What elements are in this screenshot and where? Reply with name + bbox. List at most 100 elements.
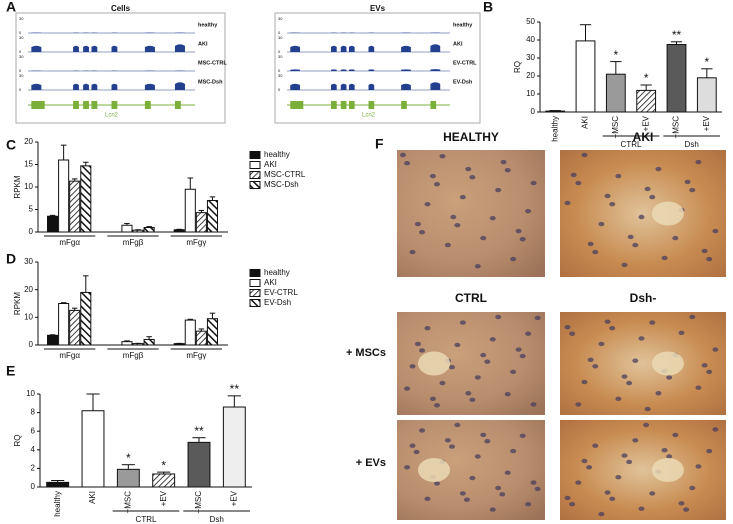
nucleus — [712, 228, 719, 234]
lumen — [651, 201, 684, 226]
nucleus — [564, 495, 571, 501]
gene-exon — [430, 101, 437, 109]
error-bar — [209, 196, 216, 201]
track-peak — [340, 83, 347, 90]
x-tick-label: +EV — [702, 115, 711, 131]
nucleus — [644, 186, 651, 192]
nucleus — [689, 187, 696, 193]
nucleus — [701, 248, 708, 254]
gene-exon — [31, 101, 45, 109]
nucleus — [413, 449, 420, 455]
error-bar — [49, 334, 56, 336]
nucleus — [609, 201, 616, 207]
bar — [666, 44, 687, 113]
x-tick-label: healthy — [53, 491, 62, 517]
nucleus — [581, 458, 588, 464]
nucleus — [649, 320, 656, 325]
nucleus — [587, 241, 594, 247]
nucleus — [638, 506, 645, 511]
lumen — [651, 351, 684, 376]
nucleus — [638, 336, 645, 341]
bar — [58, 303, 70, 346]
gene-exon — [91, 101, 98, 109]
nucleus — [469, 175, 476, 180]
track-label: MSC-CTRL — [198, 60, 227, 66]
nucleus — [424, 201, 431, 207]
nucleus — [632, 358, 639, 363]
nucleus — [609, 325, 616, 331]
nucleus — [689, 485, 696, 491]
nucleus — [495, 314, 502, 320]
nucleus — [515, 228, 522, 234]
gene-exon — [331, 101, 337, 109]
nucleus — [504, 391, 511, 397]
nucleus — [469, 397, 476, 402]
nucleus — [404, 386, 411, 391]
nucleus — [655, 391, 662, 396]
nucleus — [519, 433, 526, 438]
error-bar — [86, 393, 100, 411]
micrograph — [560, 150, 726, 277]
track-scale: 30 — [278, 16, 283, 21]
gene-exon — [174, 101, 181, 109]
error-bar — [157, 471, 171, 474]
track-peak — [174, 82, 185, 90]
nucleus — [409, 364, 416, 369]
error-bar — [579, 24, 592, 41]
legend-label: EV-CTRL — [264, 288, 298, 297]
gene-exon — [73, 101, 79, 109]
nucleus — [448, 444, 455, 449]
nucleus — [400, 152, 406, 158]
nucleus — [609, 496, 616, 501]
nucleus — [448, 365, 455, 370]
bar — [81, 410, 105, 488]
nucleus — [454, 342, 461, 348]
nucleus — [459, 491, 466, 496]
bar — [195, 330, 207, 346]
track-scale: 0 — [278, 49, 281, 54]
track-label: MSC-Dsh — [198, 79, 223, 85]
y-tick-label: 8 — [31, 408, 36, 417]
nucleus — [480, 432, 487, 438]
bar — [80, 165, 92, 233]
nucleus — [404, 465, 411, 470]
bar — [222, 406, 246, 488]
nucleus — [587, 357, 594, 362]
nucleus — [450, 214, 457, 220]
bar — [195, 212, 207, 233]
bar — [47, 215, 59, 233]
x-tick-label: healthy — [550, 116, 559, 142]
y-tick-label: 20 — [24, 137, 33, 146]
error-bar — [49, 214, 56, 217]
nucleus — [649, 491, 656, 496]
track-peak — [290, 45, 301, 52]
y-tick-label: 0 — [29, 340, 34, 349]
error-bar — [83, 275, 89, 293]
track-peak — [348, 45, 355, 52]
nucleus — [672, 235, 679, 241]
y-tick-label: 10 — [526, 89, 535, 98]
error-bar — [146, 226, 152, 228]
nucleus — [661, 448, 668, 453]
x-tick-label: +EV — [641, 115, 650, 131]
track-label: EV-Dsh — [453, 79, 473, 85]
track-peak — [31, 45, 42, 52]
nucleus — [474, 375, 481, 380]
error-bar — [610, 61, 622, 75]
error-bar — [198, 209, 205, 213]
error-bar — [146, 336, 152, 340]
nucleus — [643, 422, 650, 428]
nucleus — [632, 438, 639, 443]
nucleus — [519, 353, 526, 359]
gene-exon — [83, 101, 89, 109]
nucleus — [598, 511, 605, 517]
nucleus — [454, 422, 461, 428]
track-scale: 30 — [19, 16, 24, 21]
nucleus — [621, 374, 628, 379]
x-tick-label: mFgα — [59, 238, 80, 247]
panel-letter: A — [6, 0, 16, 15]
nucleus — [444, 242, 451, 248]
group-label: Dsh — [210, 515, 224, 524]
bar — [121, 224, 133, 233]
track-peak — [430, 82, 441, 90]
